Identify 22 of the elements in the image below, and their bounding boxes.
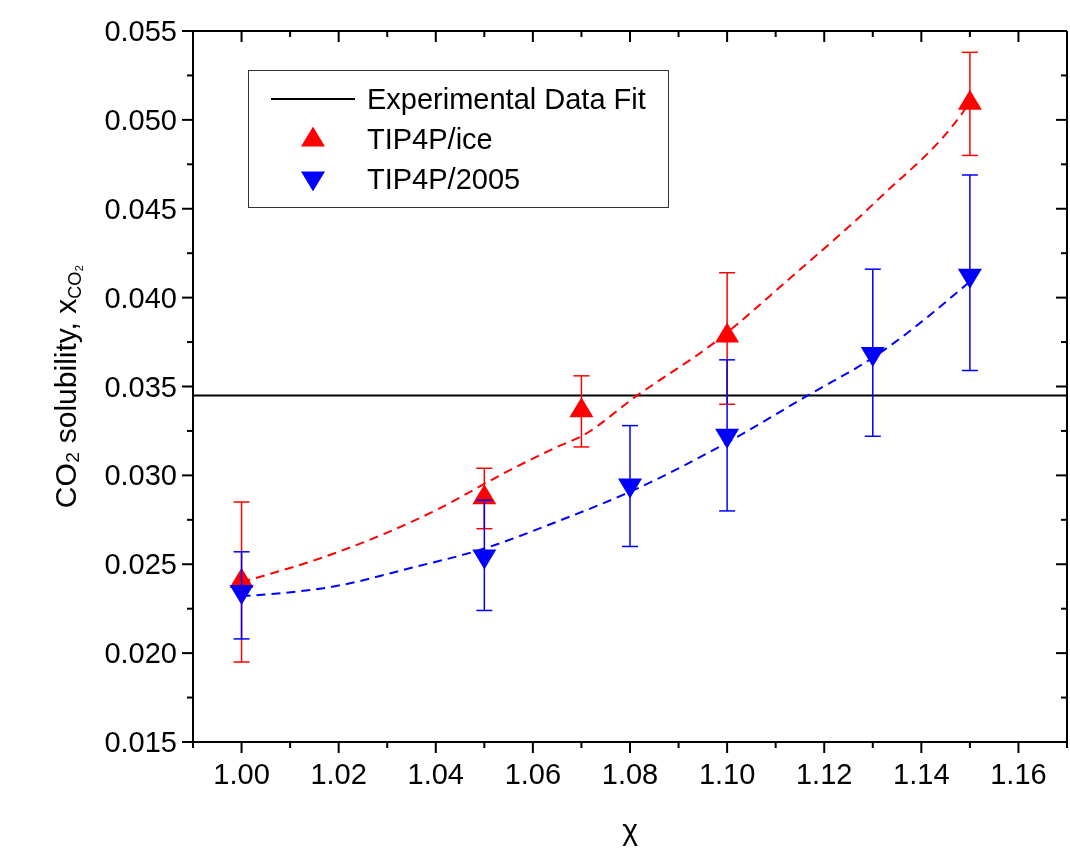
- y-tick-label: 0.045: [104, 192, 177, 225]
- x-tick-label: 1.08: [601, 758, 659, 790]
- legend-label: TIP4P/2005: [367, 162, 521, 197]
- legend-label: TIP4P/ice: [367, 122, 493, 157]
- x-tick-label: 1.02: [310, 758, 367, 790]
- x-tick-label: 1.14: [893, 758, 950, 790]
- x-tick-label: 1.10: [698, 758, 756, 790]
- y-tick-label: 0.025: [104, 548, 177, 581]
- x-tick-label: 1.06: [504, 758, 562, 790]
- y-tick-label: 0.040: [104, 281, 177, 314]
- y-tick-label: 0.035: [104, 370, 177, 403]
- y-tick-label: 0.050: [104, 103, 177, 136]
- x-tick-label: 1.00: [213, 758, 270, 790]
- x-tick-label: 1.04: [407, 758, 464, 790]
- x-axis-title: χ: [622, 813, 639, 846]
- y-tick-label: 0.030: [104, 459, 177, 492]
- y-tick-label: 0.055: [104, 15, 177, 47]
- legend-label: Experimental Data Fit: [367, 82, 646, 117]
- y-tick-label: 0.015: [104, 726, 177, 758]
- x-tick-label: 1.16: [990, 758, 1047, 790]
- y-tick-label: 0.020: [104, 637, 177, 670]
- x-tick-label: 1.12: [796, 758, 853, 790]
